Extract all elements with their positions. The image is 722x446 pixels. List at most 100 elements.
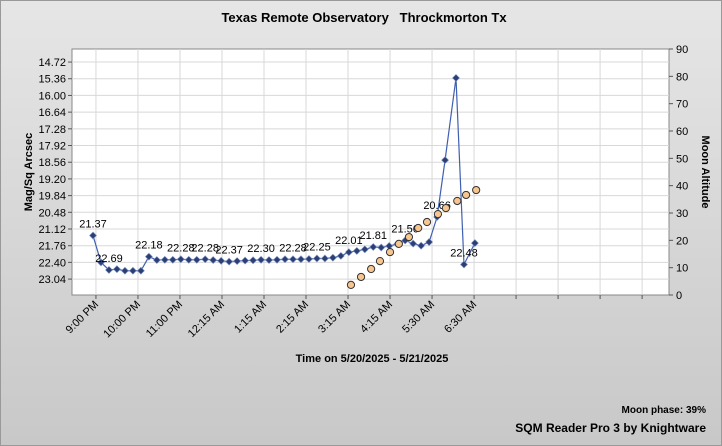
mag-point: [225, 257, 234, 266]
y-tick-label: 18.56: [38, 157, 66, 169]
moon-point: [453, 196, 462, 206]
mag-point: [417, 241, 426, 250]
y2-tick-label: 80: [676, 71, 688, 83]
y2-tick-label: 10: [676, 263, 688, 275]
value-label: 21.56: [391, 223, 419, 235]
mag-point: [160, 255, 169, 264]
mag-point: [281, 255, 289, 264]
mag-point: [201, 255, 210, 264]
value-label: 22.25: [303, 241, 331, 253]
mag-point: [328, 253, 337, 262]
mag-point: [344, 248, 353, 257]
mag-point: [425, 238, 434, 246]
mag-point: [441, 156, 449, 165]
moon-point: [404, 232, 414, 242]
mag-point: [305, 255, 313, 263]
moon-point: [414, 223, 423, 233]
mag-point: [320, 254, 329, 263]
y-tick-label: 17.28: [38, 124, 66, 136]
y-tick-label: 15.36: [38, 74, 66, 86]
mag-point: [289, 255, 297, 264]
y-tick-label: 21.76: [38, 241, 66, 253]
mag-point: [265, 256, 273, 264]
mag-point: [176, 255, 185, 264]
y-tick-label: 22.40: [38, 257, 66, 269]
y-tick-label: 16.64: [38, 107, 66, 119]
value-label: 21.81: [359, 230, 387, 242]
y2-tick-label: 90: [676, 44, 688, 56]
moon-point: [461, 190, 471, 200]
y2-tick-label: 70: [676, 99, 688, 111]
mag-point: [105, 266, 113, 274]
value-label: 22.18: [135, 240, 163, 252]
y-tick-label: 14.72: [38, 57, 66, 69]
moon-point: [433, 209, 443, 219]
y-tick-label: 16.00: [38, 90, 66, 102]
plot-area: [71, 48, 670, 296]
footer: SQM Reader Pro 3 by Knightware: [515, 421, 706, 435]
value-label: 22.30: [247, 243, 275, 255]
moon-phase: Moon phase: 39%: [622, 405, 707, 416]
moon-point: [441, 203, 451, 213]
y2-tick-label: 50: [676, 153, 688, 165]
mag-point: [460, 260, 468, 269]
mag-point: [89, 231, 97, 240]
moon-point: [385, 247, 395, 257]
moon-point: [375, 257, 385, 266]
mag-point: [257, 255, 265, 264]
y-tick-label: 17.92: [38, 141, 66, 153]
y2-tick-label: 0: [676, 290, 682, 302]
mag-point: [470, 239, 479, 248]
value-label: 22.28: [167, 242, 195, 254]
y-tick-label: 20.48: [38, 207, 66, 219]
mag-point: [409, 239, 418, 248]
y-tick-label: 19.20: [38, 174, 66, 186]
value-label: 22.01: [335, 235, 363, 247]
y-tick-label: 23.04: [38, 274, 66, 286]
mag-point: [369, 243, 378, 251]
mag-point: [97, 258, 105, 267]
moon-point: [472, 185, 481, 195]
y-tick-label: 21.12: [38, 224, 66, 236]
mag-point: [136, 266, 145, 275]
mag-point: [377, 243, 386, 252]
mag-point: [297, 255, 305, 264]
chart-title: Texas Remote Observatory Throckmorton Tx: [221, 10, 507, 25]
mag-point: [352, 246, 361, 255]
mag-point: [144, 252, 153, 261]
mag-point: [452, 74, 460, 82]
mag-point: [336, 251, 345, 260]
mag-point: [217, 256, 226, 265]
mag-point: [152, 256, 161, 264]
moon-point: [356, 272, 366, 282]
mag-point: [113, 265, 121, 274]
mag-point: [360, 245, 369, 254]
mag-point: [192, 255, 201, 264]
mag-point: [184, 255, 193, 264]
moon-point: [367, 264, 376, 274]
y2-tick-label: 60: [676, 126, 688, 138]
moon-point: [346, 280, 356, 289]
value-label: 22.28: [191, 242, 219, 254]
mag-point: [249, 256, 257, 265]
value-label: 22.28: [279, 242, 307, 254]
moon-point: [394, 239, 403, 248]
y2-tick-label: 40: [676, 181, 688, 193]
y2-axis-label: Moon Altitude: [699, 136, 711, 209]
value-label: 22.48: [450, 247, 478, 259]
value-label: 21.37: [79, 219, 107, 231]
y2-tick-label: 20: [676, 235, 688, 247]
mag-point: [273, 255, 281, 264]
moon-point: [422, 217, 432, 227]
y-axis-label: Mag/Sq Arcsec: [23, 133, 35, 211]
mag-point: [241, 256, 250, 265]
mag-point: [233, 257, 242, 266]
x-axis-label: Time on 5/20/2025 - 5/21/2025: [296, 353, 449, 365]
y2-tick-label: 30: [676, 208, 688, 220]
y-tick-label: 19.84: [38, 191, 66, 203]
mag-point: [128, 266, 137, 275]
mag-point: [121, 266, 129, 275]
value-label: 22.37: [215, 245, 243, 257]
value-label: 22.69: [95, 253, 123, 265]
